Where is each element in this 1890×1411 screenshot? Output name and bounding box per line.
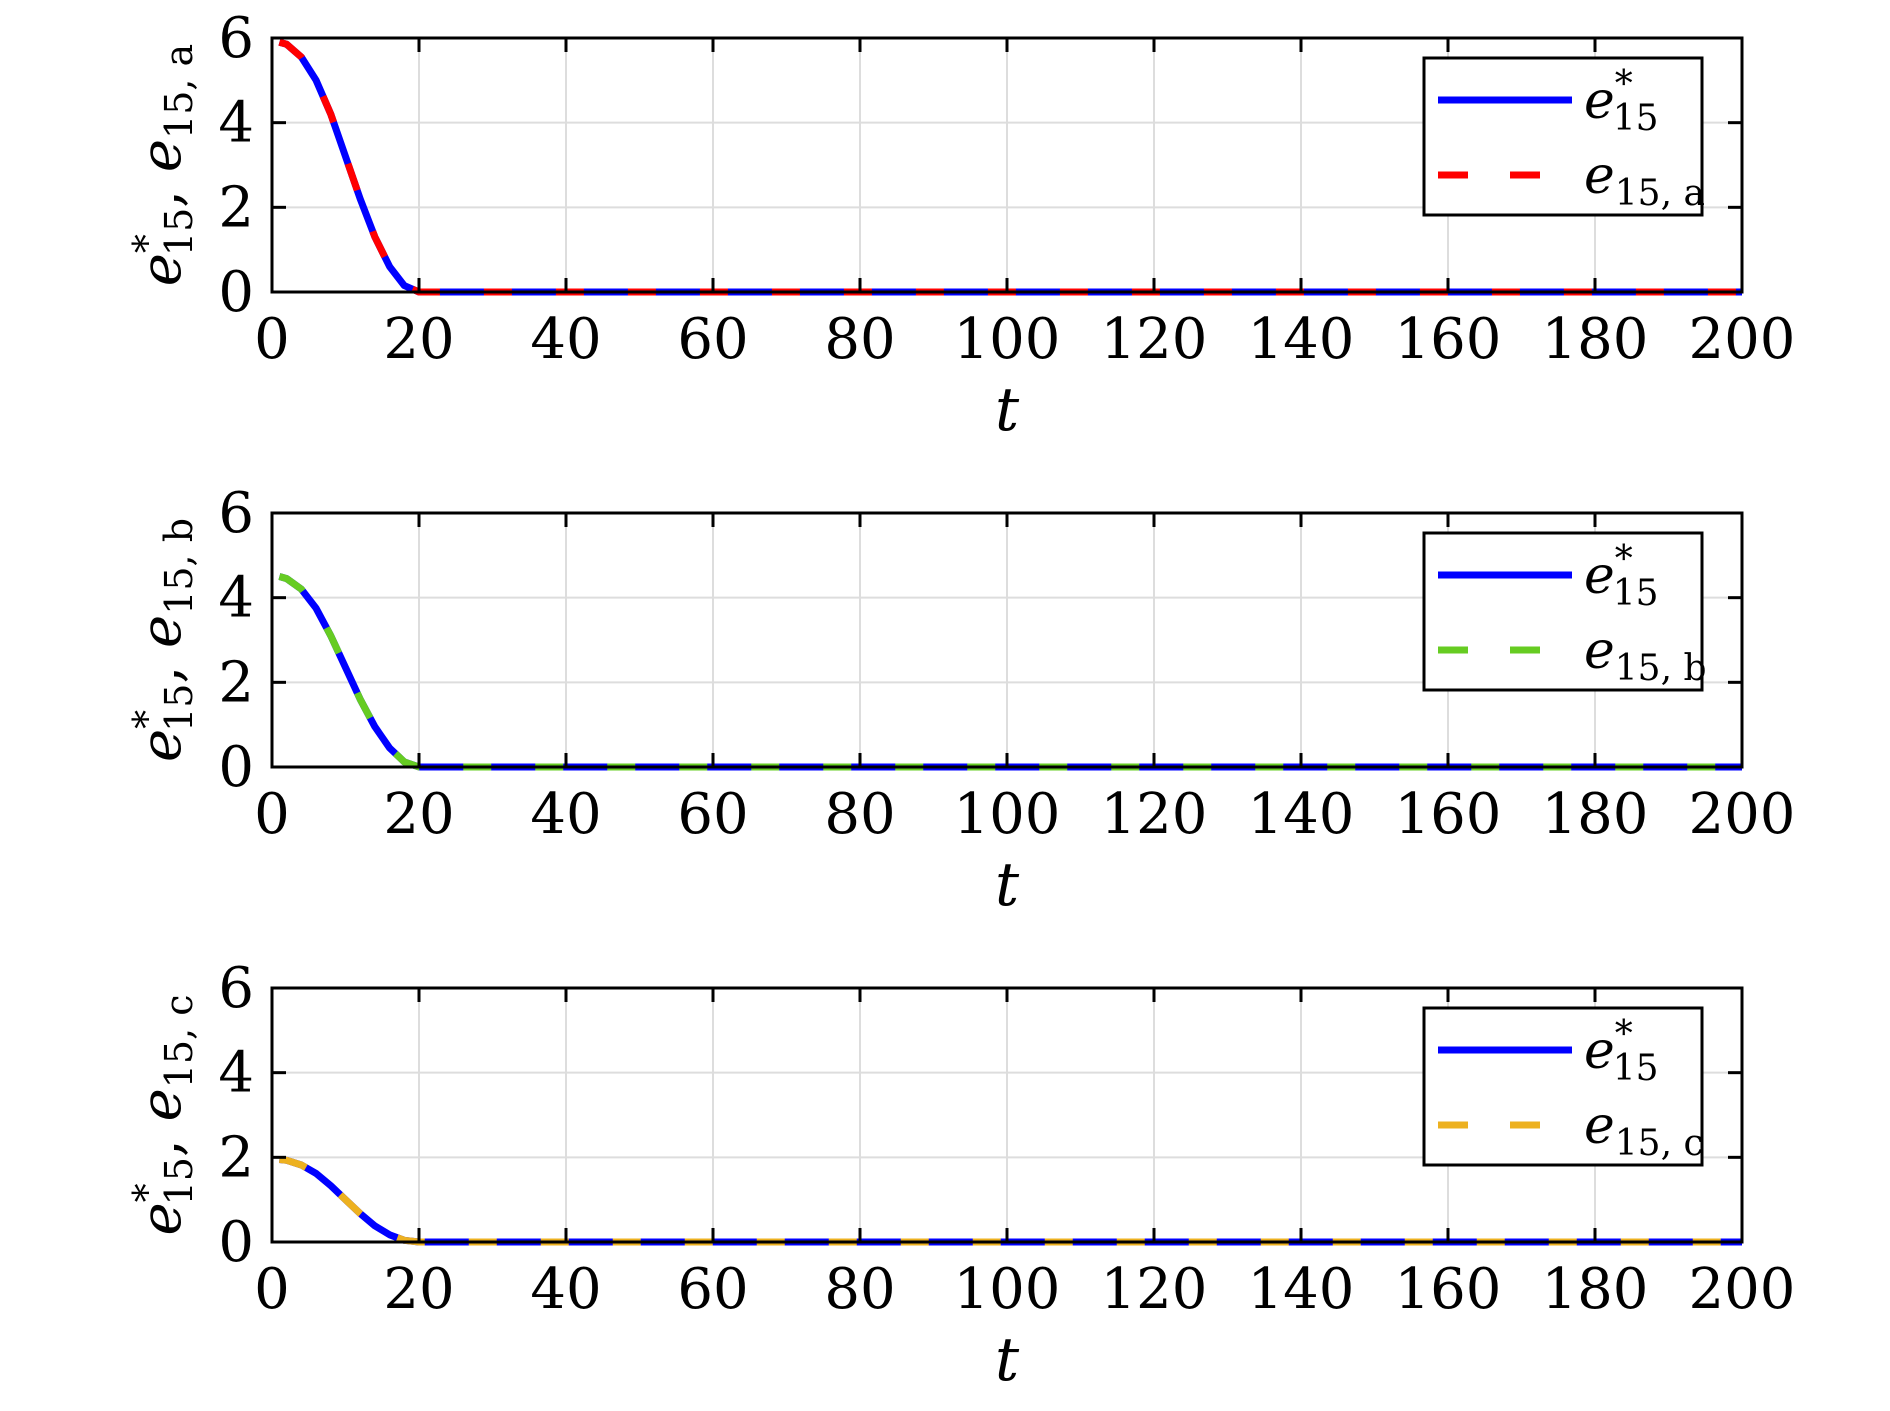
legend-box	[1422, 56, 1704, 217]
x-tick-label: 160	[1395, 1257, 1502, 1322]
legend-label-1: e* 15	[1584, 539, 1659, 614]
x-tick-label: 20	[383, 1257, 454, 1322]
x-tick-label: 120	[1101, 782, 1208, 847]
x-axis-title: t	[995, 375, 1020, 445]
legend: e* 15 e15, b	[1422, 531, 1707, 692]
chart-panel-1: 0 20 40 60 80 100 120 140 160 180 200 0 2 4 6 t e*15, e1…	[125, 6, 1795, 445]
y-tick-label: 0	[218, 1210, 254, 1275]
x-tick-label: 40	[530, 307, 601, 372]
x-tick-label: 160	[1395, 782, 1502, 847]
legend: e* 15 e15, c	[1422, 1006, 1704, 1167]
x-tick-label: 120	[1101, 1257, 1208, 1322]
y-tick-label: 2	[218, 650, 254, 715]
x-tick-label: 140	[1248, 1257, 1355, 1322]
chart-panel-3: 0 20 40 60 80 100 120 140 160 180 200 0 2 4 6 t e*15, e1…	[125, 956, 1795, 1395]
x-tick-label: 80	[824, 1257, 895, 1322]
y-tick-label: 2	[218, 1125, 254, 1190]
x-tick-label: 80	[824, 782, 895, 847]
x-tick-label: 0	[254, 307, 290, 372]
y-tick-label: 4	[218, 91, 254, 156]
legend-label-2: e15, c	[1584, 1096, 1704, 1164]
legend-box	[1422, 531, 1704, 692]
x-tick-label: 140	[1248, 782, 1355, 847]
legend: e* 15 e15, a	[1422, 56, 1705, 217]
y-tick-label: 4	[218, 566, 254, 631]
x-tick-label: 60	[677, 1257, 748, 1322]
x-tick-label: 80	[824, 307, 895, 372]
x-tick-label: 40	[530, 782, 601, 847]
legend-label-2: e15, b	[1584, 621, 1707, 689]
x-tick-label: 0	[254, 782, 290, 847]
y-tick-label: 6	[218, 6, 254, 71]
x-axis-title: t	[995, 850, 1020, 920]
x-tick-label: 100	[954, 782, 1061, 847]
y-tick-label: 6	[218, 481, 254, 546]
y-tick-label: 6	[218, 956, 254, 1021]
x-tick-label: 100	[954, 1257, 1061, 1322]
x-tick-label: 140	[1248, 307, 1355, 372]
x-tick-label: 180	[1542, 1257, 1649, 1322]
y-tick-label: 2	[218, 175, 254, 240]
x-axis-title: t	[995, 1325, 1020, 1395]
x-tick-label: 200	[1689, 307, 1796, 372]
x-tick-label: 40	[530, 1257, 601, 1322]
x-tick-label: 200	[1689, 1257, 1796, 1322]
y-axis-title: e*15, e15, c	[125, 994, 201, 1235]
x-tick-label: 60	[677, 307, 748, 372]
x-tick-label: 0	[254, 1257, 290, 1322]
x-tick-label: 200	[1689, 782, 1796, 847]
x-tick-label: 180	[1542, 307, 1649, 372]
x-tick-label: 120	[1101, 307, 1208, 372]
x-tick-label: 20	[383, 782, 454, 847]
x-tick-label: 100	[954, 307, 1061, 372]
y-axis-title: e*15, e15, a	[125, 44, 201, 286]
x-tick-label: 20	[383, 307, 454, 372]
legend-label-1: e* 15	[1584, 64, 1659, 139]
legend-box	[1422, 1006, 1704, 1167]
x-tick-label: 180	[1542, 782, 1649, 847]
y-tick-label: 0	[218, 735, 254, 800]
y-tick-label: 0	[218, 260, 254, 325]
chart-panel-2: 0 20 40 60 80 100 120 140 160 180 200 0 2 4 6 t e*15, e1…	[125, 481, 1795, 920]
y-tick-label: 4	[218, 1041, 254, 1106]
legend-label-2: e15, a	[1584, 146, 1705, 214]
y-axis-title: e*15, e15, b	[125, 518, 201, 762]
x-tick-label: 60	[677, 782, 748, 847]
x-tick-label: 160	[1395, 307, 1502, 372]
legend-label-1: e* 15	[1584, 1014, 1659, 1089]
